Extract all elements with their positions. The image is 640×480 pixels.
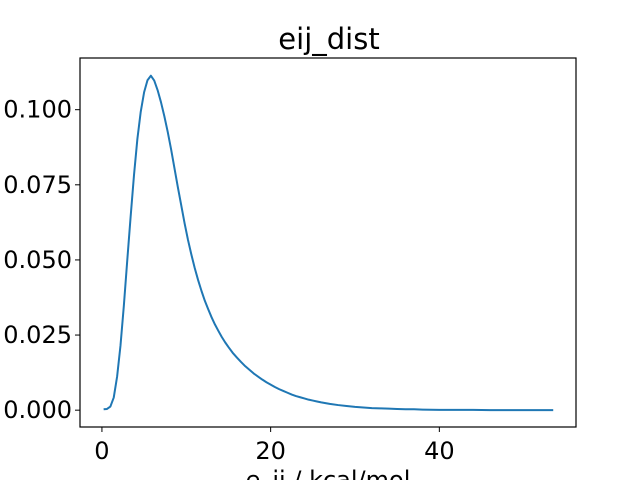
series-layer <box>103 74 554 412</box>
x-axis: 0 20 40 <box>94 427 455 465</box>
y-axis: 0.000 0.025 0.050 0.075 0.100 <box>3 96 80 424</box>
x-tick-label: 20 <box>255 437 286 465</box>
y-tick-label: 0.075 <box>3 171 72 199</box>
y-tick-label: 0.100 <box>3 96 72 124</box>
series-line-0 <box>103 74 554 412</box>
y-tick-label: 0.000 <box>3 396 72 424</box>
x-tick-label: 40 <box>424 437 455 465</box>
y-tick-label: 0.025 <box>3 321 72 349</box>
x-axis-label: e_ij / kcal/mol <box>246 466 411 480</box>
chart-title: eij_dist <box>278 22 379 56</box>
y-tick-label: 0.050 <box>3 246 72 274</box>
x-tick-label: 0 <box>94 437 109 465</box>
plot-area <box>79 57 577 428</box>
